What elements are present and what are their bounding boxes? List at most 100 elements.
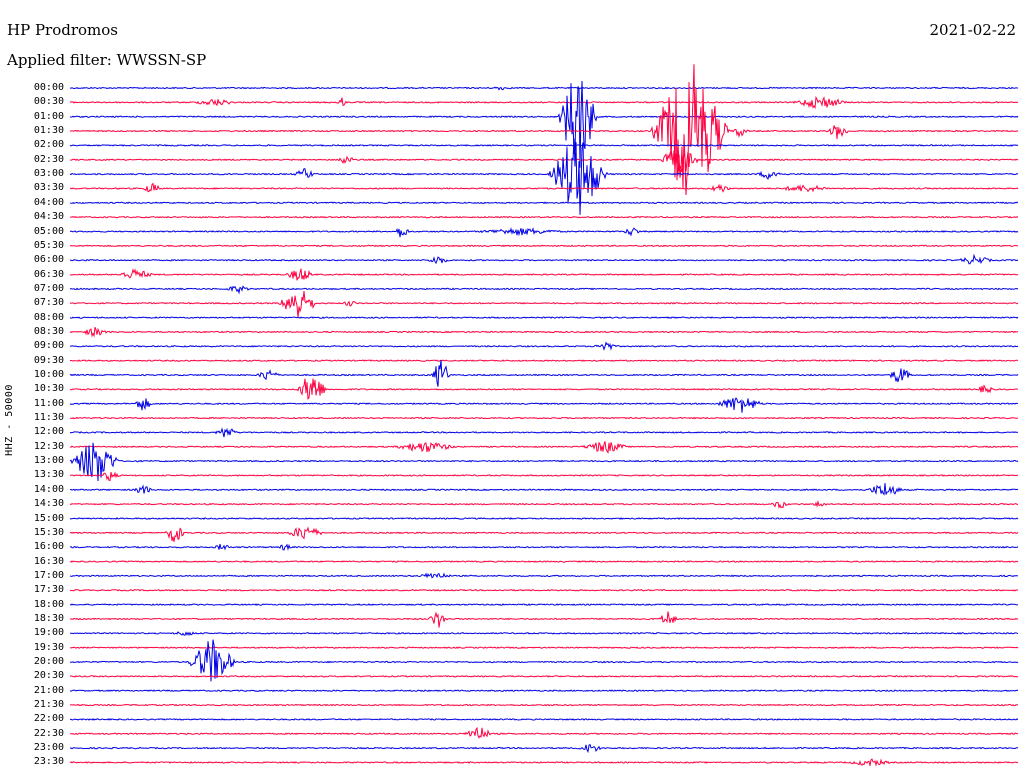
trace-line — [69, 341, 1019, 351]
trace-line — [69, 441, 1019, 454]
hour-label: 09:30 — [33, 354, 64, 366]
trace-line — [69, 244, 1019, 248]
trace-line — [69, 631, 1019, 637]
trace-line — [69, 327, 1019, 338]
trace-line — [69, 378, 1019, 400]
hour-label: 12:30 — [33, 440, 64, 452]
trace-line — [69, 201, 1019, 205]
trace-line — [69, 268, 1019, 281]
trace-line — [69, 526, 1019, 542]
hour-label: 13:00 — [33, 455, 64, 467]
trace-line — [69, 64, 1019, 196]
trace-line — [69, 611, 1019, 628]
trace-line — [69, 499, 1019, 510]
hour-label: 18:00 — [33, 598, 64, 610]
hour-label: 03:30 — [33, 182, 64, 194]
trace-line — [69, 675, 1019, 678]
trace-line — [69, 138, 1019, 215]
hour-label: 06:30 — [33, 268, 64, 280]
hour-label: 14:30 — [33, 498, 64, 510]
trace-line — [69, 758, 1019, 767]
trace-line — [69, 517, 1019, 520]
hour-label: 08:30 — [33, 325, 64, 337]
hour-label: 11:00 — [33, 397, 64, 409]
hour-label: 04:30 — [33, 211, 64, 223]
trace-line — [69, 227, 1019, 238]
trace-line — [69, 316, 1019, 319]
trace-line — [69, 588, 1019, 592]
hour-label: 07:30 — [33, 297, 64, 309]
trace-line — [69, 646, 1019, 649]
hour-label: 14:00 — [33, 483, 64, 495]
hour-label: 03:00 — [33, 168, 64, 180]
trace-line — [69, 483, 1019, 496]
trace-line — [69, 397, 1019, 413]
hour-label: 10:00 — [33, 369, 64, 380]
hour-label: 11:30 — [33, 412, 64, 424]
hour-label: 15:30 — [33, 526, 64, 538]
hour-label: 23:00 — [33, 742, 64, 754]
hour-label: 18:30 — [33, 612, 64, 624]
hour-label: 16:30 — [33, 555, 64, 567]
hour-label: 02:00 — [33, 139, 64, 151]
trace-line — [69, 442, 1019, 482]
trace-line — [69, 360, 1019, 387]
hour-label: 09:00 — [33, 340, 64, 352]
hour-label: 07:00 — [33, 282, 64, 294]
hour-label: 17:00 — [33, 569, 64, 581]
trace-line — [69, 182, 1019, 193]
hour-label: 05:30 — [33, 239, 64, 251]
hour-label: 10:30 — [33, 383, 64, 395]
record-date: 2021-02-22 — [929, 21, 1016, 39]
trace-line — [69, 718, 1019, 721]
trace-line — [69, 639, 1019, 682]
hour-label: 20:00 — [33, 656, 64, 667]
time-labels: 00:00 00:30 01:00 01:30 02:00 02:30 03:00 03:30… — [0, 0, 64, 780]
hour-label: 21:30 — [33, 699, 64, 711]
trace-line — [69, 603, 1019, 606]
trace-line — [69, 471, 1019, 481]
trace-line — [69, 416, 1019, 420]
hour-label: 19:30 — [33, 641, 64, 653]
station-name: HP Prodromos — [7, 21, 118, 39]
trace-line — [69, 703, 1019, 707]
trace-line — [69, 86, 1018, 91]
trace-line — [69, 572, 1019, 579]
trace-line — [69, 80, 1019, 168]
hour-label: 16:00 — [33, 541, 64, 553]
trace-line — [69, 95, 1019, 110]
hour-label: 00:30 — [33, 96, 64, 108]
hour-label: 15:00 — [33, 512, 64, 524]
hour-label: 02:30 — [33, 153, 64, 165]
hour-label: 20:30 — [33, 670, 64, 682]
hour-label: 08:00 — [33, 311, 64, 323]
hour-label: 00:00 — [33, 82, 64, 93]
trace-line — [69, 253, 1019, 265]
trace-line — [69, 689, 1019, 692]
hour-label: 21:00 — [33, 684, 64, 696]
trace-line — [69, 144, 1019, 147]
trace-line — [69, 215, 1019, 219]
trace-line — [69, 543, 1019, 551]
hour-label: 13:30 — [33, 469, 64, 481]
hour-label: 23:30 — [33, 756, 64, 768]
filter-label: Applied filter: WWSSN-SP — [7, 51, 207, 69]
trace-line — [69, 427, 1019, 438]
trace-line — [69, 743, 1019, 754]
hour-label: 22:30 — [33, 727, 64, 739]
hour-label: 12:00 — [33, 426, 64, 438]
trace-line — [69, 726, 1019, 739]
trace-line — [69, 149, 1019, 178]
hour-label: 22:00 — [33, 713, 64, 725]
hour-label: 01:30 — [33, 125, 64, 137]
trace-line — [69, 560, 1019, 563]
hour-label: 05:00 — [33, 225, 64, 237]
hour-label: 19:00 — [33, 627, 64, 639]
hour-label: 06:00 — [33, 254, 64, 266]
trace-line — [69, 285, 1019, 295]
hour-label: 17:30 — [33, 584, 64, 596]
hour-label: 01:00 — [33, 110, 64, 122]
trace-line — [69, 291, 1019, 318]
trace-line — [69, 359, 1019, 362]
